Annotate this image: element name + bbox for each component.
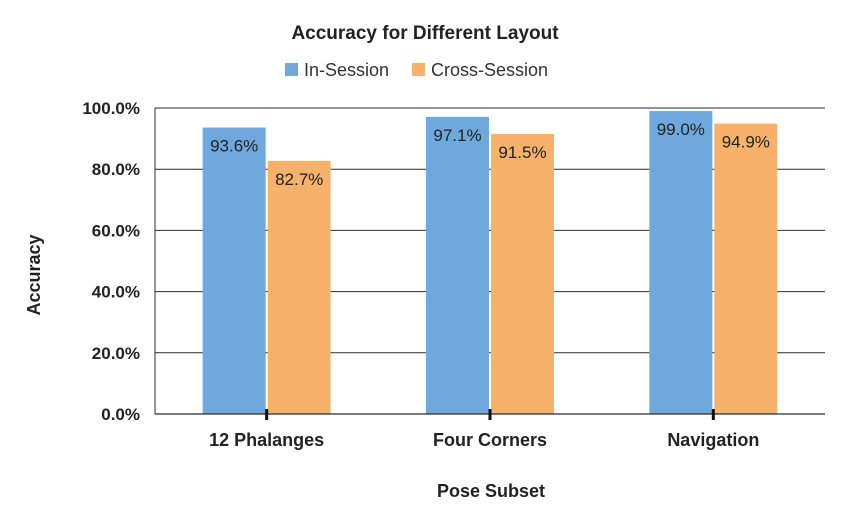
legend-label: Cross-Session: [431, 60, 548, 80]
y-tick-label: 40.0%: [92, 283, 140, 302]
x-axis-label: Pose Subset: [437, 481, 545, 501]
axes: 12 Phalanges Four Corners Navigation: [154, 108, 825, 450]
data-label: 93.6%: [210, 137, 258, 156]
x-tick-label: Navigation: [667, 430, 759, 450]
bar: [202, 127, 266, 415]
chart-title: Accuracy for Different Layout: [291, 23, 559, 44]
x-tick-label: 12 Phalanges: [209, 430, 324, 450]
y-axis-label: Accuracy: [24, 234, 44, 315]
data-label: 82.7%: [275, 170, 323, 189]
bar: [491, 134, 554, 414]
bar: [649, 111, 713, 414]
gridlines: 0.0% 20.0% 40.0% 60.0% 80.0% 100.0%: [82, 99, 825, 424]
bar: [267, 160, 331, 414]
legend: In-Session Cross-Session: [285, 60, 548, 80]
y-tick-label: 20.0%: [92, 344, 140, 363]
data-label: 97.1%: [433, 126, 481, 145]
legend-swatch: [285, 63, 298, 76]
data-label: 99.0%: [657, 120, 705, 139]
y-tick-label: 60.0%: [92, 221, 140, 240]
legend-swatch: [412, 63, 425, 76]
bar: [426, 116, 489, 415]
x-tick-label: Four Corners: [433, 430, 547, 450]
legend-label: In-Session: [304, 60, 389, 80]
y-tick-label: 80.0%: [92, 160, 140, 179]
data-label: 91.5%: [498, 143, 546, 162]
bars: 93.6% 82.7% 97.1% 91.5% 99.0% 94.9%: [202, 111, 778, 415]
y-tick-label: 100.0%: [82, 99, 140, 118]
bar: [714, 123, 778, 414]
data-label: 94.9%: [722, 133, 770, 152]
y-tick-label: 0.0%: [101, 405, 140, 424]
